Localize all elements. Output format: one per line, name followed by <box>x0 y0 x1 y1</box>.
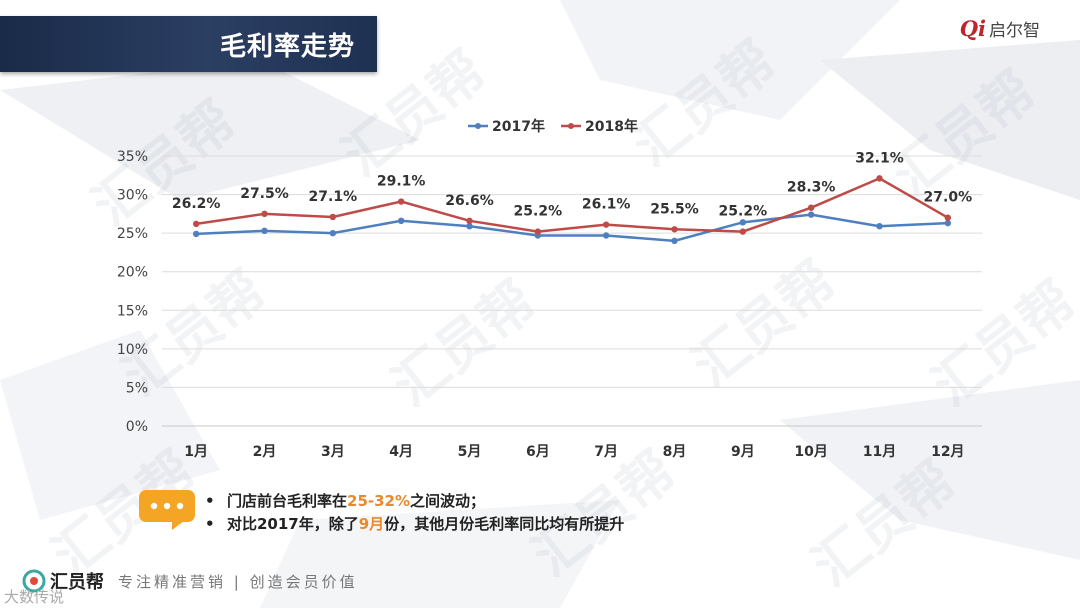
note-text: 份，其他月份毛利率同比均有所提升 <box>384 515 625 533</box>
x-tick-label: 6月 <box>526 444 550 460</box>
data-label: 26.6% <box>445 193 494 209</box>
y-tick-label: 25% <box>117 226 148 242</box>
legend-marker <box>475 123 481 129</box>
bullet: • <box>205 492 215 510</box>
logo-text: 启尔智 <box>989 21 1040 41</box>
data-label: 26.1% <box>582 197 631 213</box>
series-line <box>196 213 948 243</box>
note-text: 之间波动； <box>410 492 486 510</box>
data-label: 25.5% <box>650 201 699 217</box>
data-point <box>671 237 678 245</box>
data-label: 27.1% <box>309 189 358 205</box>
note-line-1: • 门店前台毛利率在25-32%之间波动； <box>205 490 624 513</box>
data-point <box>192 220 200 228</box>
data-point <box>739 219 747 226</box>
series-line <box>195 176 949 233</box>
y-tick-label: 5% <box>126 380 148 396</box>
data-point <box>807 211 815 218</box>
data-point <box>466 217 473 224</box>
note-highlight: 9月 <box>358 515 385 533</box>
company-logo: Qi 启尔智 <box>960 16 1040 41</box>
data-point <box>807 204 815 211</box>
legend-label: 2018年 <box>585 118 638 135</box>
data-point <box>192 230 200 238</box>
speech-bubble-icon <box>139 490 195 530</box>
data-point <box>397 217 405 224</box>
x-tick-label: 11月 <box>863 444 896 460</box>
data-point <box>944 214 952 221</box>
data-point <box>671 226 678 233</box>
data-label: 29.1% <box>377 174 426 190</box>
x-tick-label: 4月 <box>389 444 413 460</box>
page-title: 毛利率走势 <box>219 32 355 62</box>
x-tick-label: 10月 <box>794 444 827 460</box>
brand-icon <box>22 569 46 593</box>
x-tick-label: 3月 <box>321 444 345 460</box>
data-label: 28.3% <box>787 180 836 196</box>
x-tick-label: 9月 <box>731 444 755 460</box>
x-tick-label: 8月 <box>663 444 687 460</box>
data-point <box>329 229 337 237</box>
data-label: 26.2% <box>172 196 221 212</box>
data-point <box>944 219 952 227</box>
data-point <box>466 223 473 230</box>
data-label: 25.2% <box>719 204 768 220</box>
data-point <box>329 213 337 221</box>
data-point <box>397 198 405 205</box>
title-bar: 毛利率走势 <box>0 16 377 72</box>
x-tick-label: 5月 <box>458 444 482 460</box>
footer-brand: 汇员帮 <box>50 572 104 593</box>
bullet: • <box>205 515 215 533</box>
data-label: 32.1% <box>855 150 904 166</box>
y-tick-label: 10% <box>117 342 148 358</box>
data-point <box>261 227 268 235</box>
note-highlight: 25-32% <box>347 492 411 510</box>
data-point <box>534 228 542 235</box>
data-point <box>602 232 610 239</box>
data-label: 27.0% <box>924 190 973 206</box>
data-point <box>739 228 747 235</box>
x-tick-label: 7月 <box>594 444 618 460</box>
note-text: 对比2017年，除了 <box>227 515 359 533</box>
footer: 汇员帮 专注精准营销 | 创造会员价值 <box>22 568 358 594</box>
y-tick-label: 30% <box>117 188 148 204</box>
data-point <box>876 223 883 230</box>
legend-label: 2017年 <box>492 118 545 135</box>
corner-watermark: 大数传说 <box>4 588 65 606</box>
data-point <box>261 210 268 218</box>
logo-mark: Qi <box>959 16 986 41</box>
y-tick-label: 35% <box>117 149 148 165</box>
x-tick-label: 1月 <box>184 444 208 460</box>
x-tick-label: 2月 <box>253 444 277 460</box>
data-point <box>876 175 883 182</box>
y-tick-label: 0% <box>126 419 148 435</box>
data-point <box>602 221 610 228</box>
data-label: 25.2% <box>514 204 563 220</box>
legend-marker <box>568 123 574 129</box>
note-text: 门店前台毛利率在 <box>227 492 348 510</box>
summary-notes: • 门店前台毛利率在25-32%之间波动； • 对比2017年，除了9月份，其他… <box>205 490 624 536</box>
data-label: 27.5% <box>240 186 289 202</box>
footer-slogan: 专注精准营销 | 创造会员价值 <box>118 572 358 591</box>
y-tick-label: 20% <box>117 265 148 281</box>
note-line-2: • 对比2017年，除了9月份，其他月份毛利率同比均有所提升 <box>205 513 624 536</box>
y-tick-label: 15% <box>117 303 148 319</box>
x-tick-label: 12月 <box>931 444 964 460</box>
